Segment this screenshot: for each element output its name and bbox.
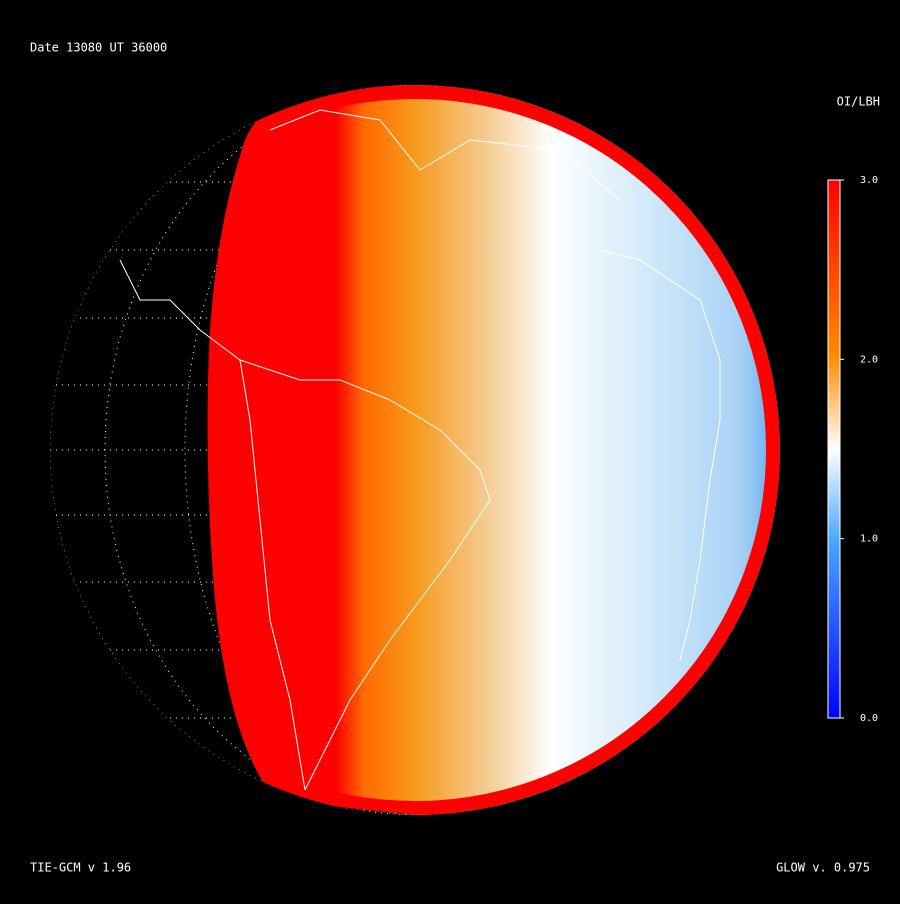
colorbar-tick-label: 1.0 (860, 534, 878, 545)
coastlines (119, 109, 721, 791)
colorbar-tick-label: 3.0 (860, 175, 878, 186)
date-line: Date 13080 UT 36000 (30, 41, 167, 55)
colorbar-label: OI/LBH (837, 95, 880, 109)
colorbar-tick-label: 0.0 (860, 713, 878, 724)
colorbar-ticks: 0.0 1.0 2.0 3.0 (840, 175, 878, 724)
colorbar-tick-label: 2.0 (860, 354, 878, 365)
dayside (207, 85, 780, 815)
glow-version: GLOW v. 0.975 (776, 861, 870, 875)
colorbar (827, 179, 841, 719)
model-version: TIE-GCM v 1.96 (30, 861, 131, 875)
